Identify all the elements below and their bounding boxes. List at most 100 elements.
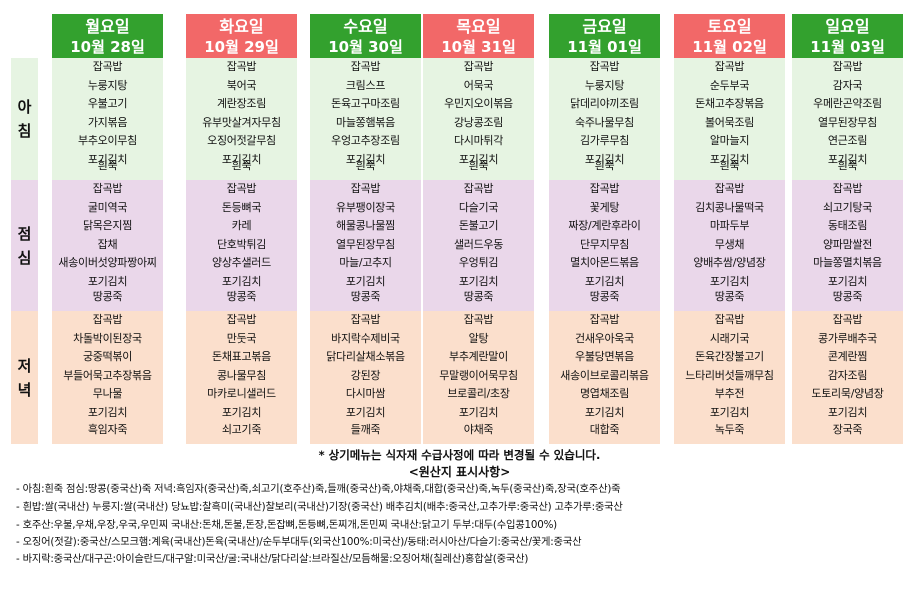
menu-item: 닭데리야끼조림 <box>570 97 639 110</box>
menu-item: 도토리묵/양념장 <box>811 387 884 400</box>
menu-porridge: 장국죽 <box>832 422 863 436</box>
day-header-tue: 화요일 10월 29일 <box>186 14 297 58</box>
menu-cell-dinner-0: 잡곡밥 차돌박이된장국 궁중떡볶이 부들어묵고추장볶음 무나물 포기김치 흑임자죽 <box>52 311 163 444</box>
menu-item: 잡곡밥 <box>226 60 257 73</box>
menu-porridge: 흰죽 <box>97 158 118 172</box>
menu-item: 멸치아몬드볶음 <box>570 256 639 269</box>
day-date: 11월 01일 <box>567 38 642 56</box>
menu-item: 굴미역국 <box>87 200 128 214</box>
menu-porridge: 땅콩죽 <box>714 289 745 303</box>
menu-item: 북어국 <box>226 78 257 92</box>
menu-item: 양배추쌈/양념장 <box>693 256 766 269</box>
day-header-wed: 수요일 10월 30일 <box>310 14 421 58</box>
menu-item: 돈불고기 <box>458 219 499 232</box>
menu-item: 잡곡밥 <box>714 60 745 73</box>
menu-cell-lunch-3: 잡곡밥 다슬기국 돈불고기 샐러드우동 우엉튀김 포기김치 땅콩죽 <box>423 180 534 311</box>
menu-item: 우불당면볶음 <box>575 350 634 363</box>
menu-item: 콩가루배추국 <box>818 331 877 345</box>
menu-item: 닭다리살채소볶음 <box>326 350 405 363</box>
menu-porridge: 야채죽 <box>463 422 494 436</box>
day-date: 11월 02일 <box>692 38 767 56</box>
menu-cell-dinner-6: 잡곡밥 콩가루배추국 콘계란찜 감자조림 도토리묵/양념장 포기김치 장국죽 <box>792 311 903 444</box>
menu-item: 열무된장무침 <box>818 115 877 129</box>
origin-line: - 호주산:우불,우채,우장,우국,우민찌 국내산:돈채,돈불,돈장,돈잡뼈,돈… <box>16 519 557 531</box>
menu-item: 감자국 <box>832 78 863 92</box>
menu-item: 우민지오이볶음 <box>444 97 513 110</box>
menu-porridge: 땅콩죽 <box>589 289 620 303</box>
day-date: 10월 29일 <box>204 38 279 56</box>
menu-porridge: 흑임자죽 <box>87 422 128 436</box>
menu-porridge: 땅콩죽 <box>350 289 381 303</box>
menu-porridge: 흰죽 <box>837 158 858 172</box>
menu-item: 유부팽이장국 <box>336 200 395 214</box>
day-name: 토요일 <box>707 17 752 36</box>
menu-cell-lunch-6: 잡곡밥 쇠고기탕국 동태조림 양파맘쌀전 마늘쫑멸치볶음 포기김치 땅콩죽 <box>792 180 903 311</box>
menu-item: 강낭콩조림 <box>453 115 504 129</box>
menu-item: 돈채고추장볶음 <box>695 97 764 110</box>
menu-item: 무말랭이어묵무침 <box>439 368 518 382</box>
day-header-mon: 월요일 10월 28일 <box>52 14 163 58</box>
menu-item: 돈육고구마조림 <box>331 97 400 110</box>
menu-item: 잡곡밥 <box>350 313 381 326</box>
menu-item: 잡곡밥 <box>463 60 494 73</box>
menu-item: 부추전 <box>714 387 745 400</box>
menu-cell-lunch-4: 잡곡밥 꽃게탕 짜장/계란후라이 단무지무침 멸치아몬드볶음 포기김치 땅콩죽 <box>549 180 660 311</box>
menu-item: 잡곡밥 <box>832 313 863 326</box>
menu-item: 포기김치 <box>345 405 386 419</box>
day-name: 금요일 <box>582 17 627 36</box>
menu-porridge: 녹두죽 <box>714 422 745 436</box>
menu-porridge: 땅콩죽 <box>226 289 257 303</box>
menu-item: 부들어묵고추장볶음 <box>63 368 152 382</box>
menu-item: 양상추샐러드 <box>212 256 271 269</box>
menu-item: 다슬기국 <box>458 200 499 214</box>
menu-item: 잡곡밥 <box>92 313 123 326</box>
menu-item: 마늘쫑햄볶음 <box>336 115 395 129</box>
origin-line: - 오징어(젓갈):중국산/스모크햄:계육(국내산)돈육(국내산)/순두부대두(… <box>16 536 582 548</box>
menu-item: 건새우아욱국 <box>575 331 634 345</box>
meal-label-char: 점 <box>17 224 32 243</box>
menu-item: 잡곡밥 <box>226 182 257 195</box>
menu-porridge: 흰죽 <box>719 158 740 172</box>
menu-item: 포기김치 <box>345 152 386 166</box>
meal-label-char: 녁 <box>17 380 32 399</box>
meal-label-char: 침 <box>17 122 32 140</box>
menu-item: 열무된장무침 <box>336 237 395 251</box>
menu-item: 잡곡밥 <box>714 313 745 326</box>
menu-item: 유부맛살겨자무침 <box>202 115 281 129</box>
menu-item: 짜장/계란후라이 <box>568 219 641 232</box>
menu-cell-breakfast-6: 잡곡밥 감자국 우메란곤약조림 열무된장무침 연근조림 포기김치 흰죽 <box>792 58 903 180</box>
menu-item: 포기김치 <box>458 152 499 166</box>
menu-item: 포기김치 <box>87 274 128 288</box>
menu-item: 카레 <box>231 219 252 232</box>
menu-cell-breakfast-2: 잡곡밥 크림스프 돈육고구마조림 마늘쫑햄볶음 우엉고추장조림 포기김치 흰죽 <box>310 58 421 180</box>
menu-cell-lunch-1: 잡곡밥 돈등뼈국 카레 단호박튀김 양상추샐러드 포기김치 땅콩죽 <box>186 180 297 311</box>
menu-item: 돈육간장불고기 <box>695 350 764 363</box>
menu-item: 양파맘쌀전 <box>822 237 873 251</box>
day-name: 월요일 <box>85 17 130 36</box>
menu-item: 해물콩나물찜 <box>336 219 395 232</box>
menu-item: 포기김치 <box>709 152 750 166</box>
day-date: 10월 31일 <box>441 38 516 56</box>
menu-item: 동태조림 <box>827 219 868 232</box>
menu-item: 포기김치 <box>709 274 750 288</box>
menu-item: 포기김치 <box>584 274 625 288</box>
menu-item: 부추계란말이 <box>449 350 508 363</box>
menu-item: 강된장 <box>350 368 381 382</box>
menu-item: 포기김치 <box>345 274 386 288</box>
menu-item: 숙주나물무침 <box>575 115 634 129</box>
menu-item: 잡곡밥 <box>350 182 381 195</box>
menu-cell-dinner-3: 잡곡밥 알탕 부추계란말이 무말랭이어묵무침 브로콜리/초장 포기김치 야채죽 <box>423 311 534 444</box>
menu-item: 닭목은지찜 <box>82 219 133 232</box>
day-date: 11월 03일 <box>810 38 885 56</box>
menu-porridge: 흰죽 <box>594 158 615 172</box>
origin-line: - 흰밥:쌀(국내산) 누룽지:쌀(국내산) 당뇨밥:찰흑미(국내산)찰보리(국… <box>16 501 623 513</box>
menu-porridge: 대합죽 <box>589 422 620 436</box>
menu-item: 순두부국 <box>709 78 750 92</box>
menu-porridge: 흰죽 <box>231 158 252 172</box>
menu-cell-dinner-2: 잡곡밥 바지락수제비국 닭다리살채소볶음 강된장 다시마쌈 포기김치 들깨죽 <box>310 311 421 444</box>
menu-item: 잡채 <box>97 237 118 251</box>
menu-cell-breakfast-4: 잡곡밥 누룽지탕 닭데리야끼조림 숙주나물무침 김가루무침 포기김치 흰죽 <box>549 58 660 180</box>
